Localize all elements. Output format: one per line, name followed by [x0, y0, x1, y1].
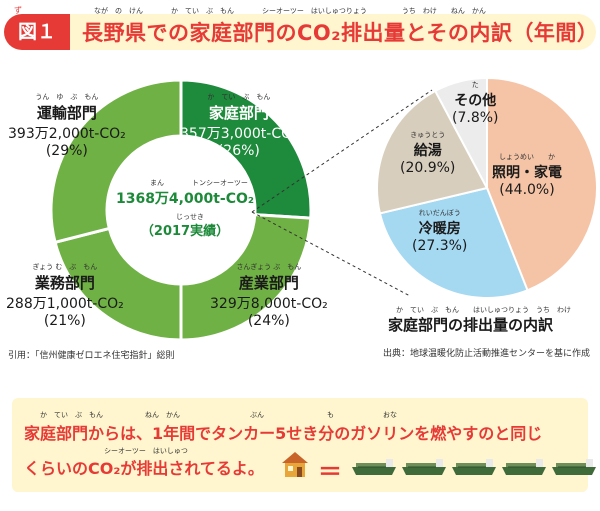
title-ruby: なが の けん か てい ぶ もん シーオーツー はいしゅつりょう うち わけ …: [94, 7, 486, 15]
donut-label-gyomu: ぎょう む ぶ もん 業務部門 288万1,000t-CO₂ (21%): [6, 263, 124, 329]
donut-center-total: 1368万4,000t-CO₂: [115, 191, 255, 207]
center-year-ruby: じっせき: [176, 213, 204, 221]
donut-label-sangyo: さんぎょう ぶ もん 産業部門 329万8,000t-CO₂ (24%): [210, 263, 328, 329]
note-line1-ruby: か てい ぶ もん ねん かん ぶん も おな: [40, 411, 397, 419]
tanker-ship-icon: [552, 459, 596, 475]
source-credit: 出典：地球温暖化防止活動推進センターを基に作成: [383, 349, 591, 359]
donut-center-year: （2017実績）: [140, 224, 230, 239]
donut-chart: [49, 78, 313, 342]
house-icon: [282, 452, 308, 477]
donut-slice-3: [49, 78, 183, 245]
breakdown-pie-chart: [376, 76, 598, 299]
tanker-ship-icon: [502, 459, 546, 475]
tanker-ship-icon: [352, 459, 396, 475]
source-citation: 引用：「信州健康ゼロエネ住宅指針」総則: [8, 351, 175, 361]
pie-title-ruby: か てい ぶ もん はいしゅつりょう うち わけ: [396, 306, 571, 314]
pie-label-other: た その他 (7.8%): [452, 81, 499, 126]
pie-slice-2: [376, 89, 489, 215]
pie-slice-1: [378, 186, 529, 299]
pie-slice-0: [486, 76, 598, 292]
donut-slice-2: [53, 226, 183, 342]
figure-title: 長野県での家庭部門のCO₂排出量とその内訳（年間）: [82, 21, 599, 45]
pie-slice-3: [433, 76, 488, 189]
note-line-1: 家庭部門からは、1年間でタンカー5せき分のガソリンを燃やすのと同じ: [24, 424, 543, 443]
center-total-ruby: まん トンシーオーツー: [150, 179, 248, 187]
donut-label-katei: か てい ぶ もん 家庭部門 357万3,000t-CO₂ (26%): [180, 93, 298, 159]
pie-label-lighting: しょうめい か 照明・家電 (44.0%): [492, 153, 562, 198]
tanker-ship-icon: [452, 459, 496, 475]
figure-number: 図１: [17, 21, 56, 43]
tanker-ship-icon: [402, 459, 446, 475]
pie-label-heating: れいだんぼう 冷暖房 (27.3%): [412, 209, 468, 254]
connector-line-top: [251, 89, 433, 213]
pie-title: 家庭部門の排出量の内訳: [388, 316, 554, 334]
equals-sign: ＝: [318, 458, 342, 486]
figure-header: ず 図１ 長野県での家庭部門のCO₂排出量とその内訳（年間）: [4, 6, 599, 50]
pie-label-hotwater: きゅうとう 給湯 (20.9%): [400, 131, 456, 176]
donut-label-unyu: うん ゆ ぶ もん 運輸部門 393万2,000t-CO₂ (29%): [8, 93, 126, 159]
donut-slice-0: [179, 78, 313, 220]
note-line2-ruby: シーオーツー はいしゅつ: [104, 447, 188, 455]
note-line-2: くらいのCO₂が排出されてるよ。: [24, 459, 264, 478]
badge-ruby: ず: [14, 6, 22, 15]
figure-badge: ず 図１: [4, 6, 70, 50]
donut-slice-1: [179, 213, 313, 342]
